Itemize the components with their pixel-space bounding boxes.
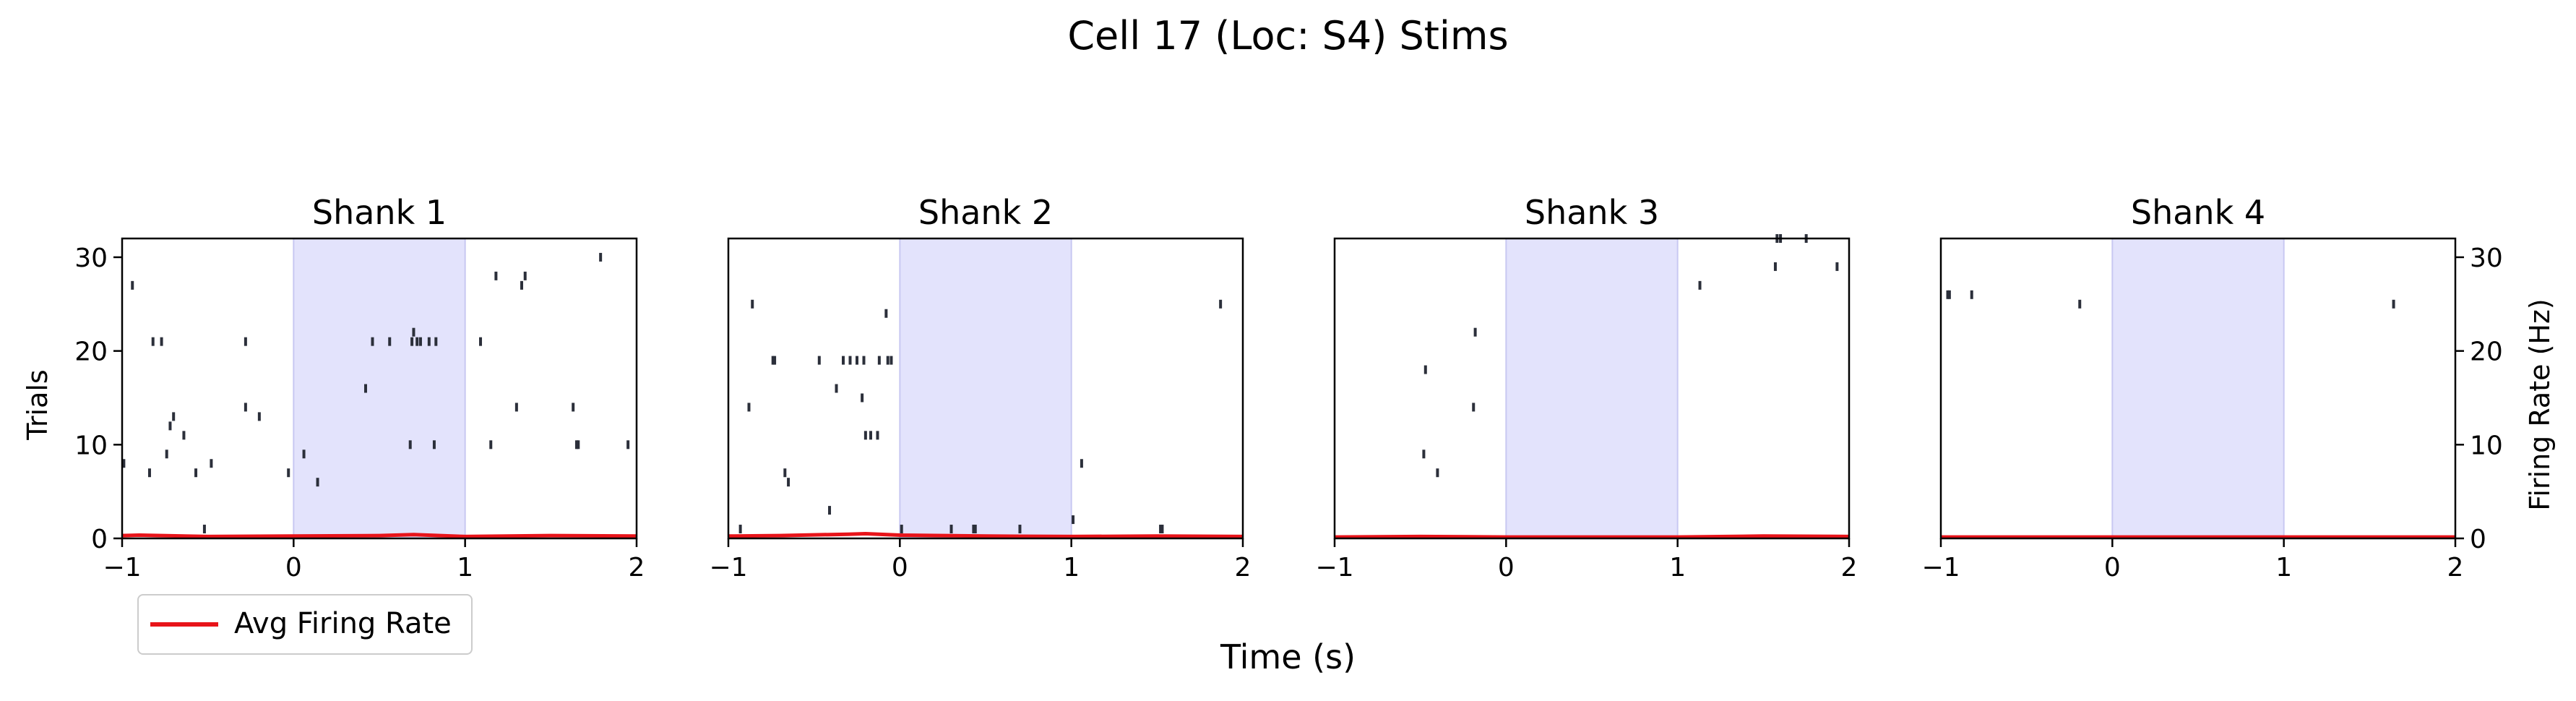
x-tick-label: 2 bbox=[629, 553, 645, 582]
axes-frame bbox=[121, 237, 638, 540]
x-tick-label: 0 bbox=[1498, 553, 1515, 582]
avg-firing-rate-line bbox=[728, 531, 1244, 538]
y-tick-label-right: 0 bbox=[2470, 525, 2486, 554]
y-tick-label: 0 bbox=[91, 525, 108, 554]
y-tick-label: 20 bbox=[74, 337, 108, 367]
panel-title: Shank 3 bbox=[1525, 193, 1659, 232]
legend-line-swatch bbox=[150, 622, 218, 627]
legend: Avg Firing Rate bbox=[137, 594, 473, 655]
x-tick-label: −1 bbox=[1315, 553, 1353, 582]
x-tick-label: 1 bbox=[2275, 553, 2292, 582]
x-tick-label: 0 bbox=[2104, 553, 2121, 582]
axes-frame bbox=[727, 237, 1244, 540]
x-axis-label: Time (s) bbox=[1220, 637, 1356, 676]
x-tick-label: −1 bbox=[709, 553, 747, 582]
legend-label: Avg Firing Rate bbox=[234, 607, 452, 640]
figure-title: Cell 17 (Loc: S4) Stims bbox=[1067, 13, 1509, 59]
y-axis-label-firing-rate: Firing Rate (Hz) bbox=[2524, 298, 2556, 511]
x-tick-label: 1 bbox=[1063, 553, 1080, 582]
panel-title: Shank 2 bbox=[918, 193, 1053, 232]
x-tick-label: 2 bbox=[2447, 553, 2464, 582]
x-tick-label: 1 bbox=[1669, 553, 1686, 582]
y-tick-label: 10 bbox=[74, 431, 108, 460]
stim-window bbox=[1505, 238, 1679, 539]
stim-window bbox=[899, 238, 1072, 539]
y-tick-label-right: 10 bbox=[2470, 431, 2503, 460]
y-tick-label: 30 bbox=[74, 244, 108, 273]
x-tick-label: −1 bbox=[1921, 553, 1960, 582]
axes-frame bbox=[1939, 237, 2457, 540]
x-tick-label: 2 bbox=[1235, 553, 1252, 582]
avg-firing-rate-line bbox=[121, 533, 637, 538]
x-tick-label: 0 bbox=[892, 553, 908, 582]
x-tick-label: 2 bbox=[1841, 553, 1858, 582]
panel-2: Shank 2 −1 0 1 2 bbox=[709, 193, 1251, 582]
x-tick-label: −1 bbox=[103, 553, 141, 582]
stim-window bbox=[2111, 238, 2285, 539]
panel-title: Shank 4 bbox=[2131, 193, 2265, 232]
x-tick-label: 0 bbox=[285, 553, 302, 582]
y-tick-label-right: 30 bbox=[2470, 244, 2503, 273]
y-axis-label-trials: Trials bbox=[22, 369, 53, 440]
y-tick-label-right: 20 bbox=[2470, 337, 2503, 367]
panel-title: Shank 1 bbox=[312, 193, 447, 232]
axes-frame bbox=[1333, 237, 1851, 540]
x-tick-label: 1 bbox=[457, 553, 473, 582]
stim-window bbox=[293, 238, 466, 539]
panel-3: Shank 3 −1 0 1 2 bbox=[1315, 193, 1857, 582]
avg-firing-rate-line bbox=[1334, 534, 1850, 539]
